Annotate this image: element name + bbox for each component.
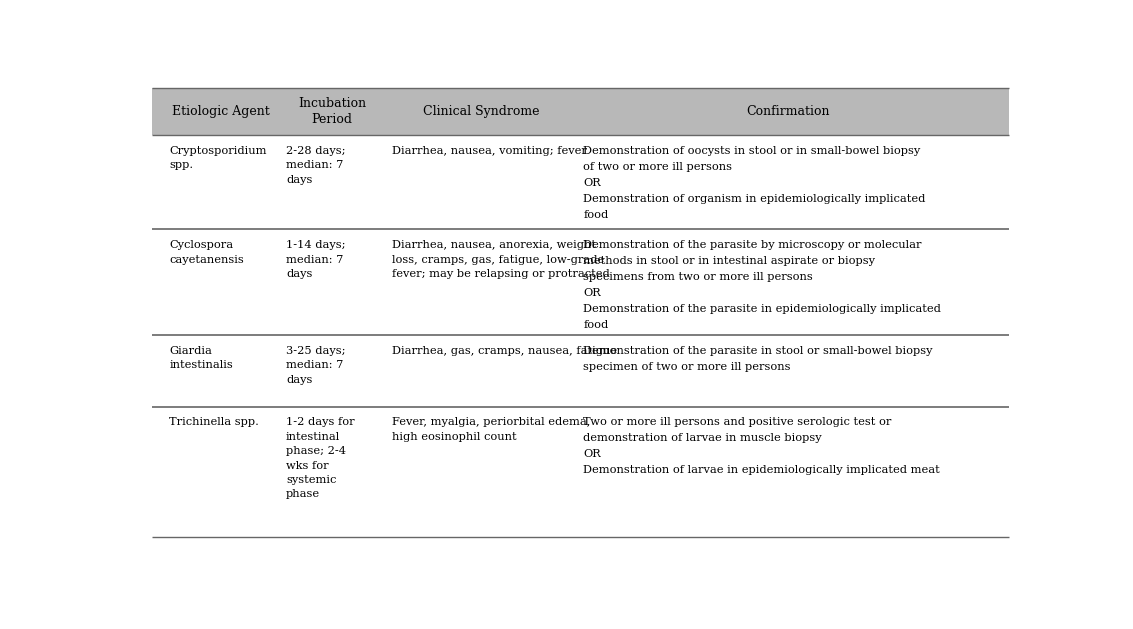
Bar [152, 135, 1010, 230]
Text: Diarrhea, nausea, anorexia, weight
loss, cramps, gas, fatigue, low-grade
fever; : Diarrhea, nausea, anorexia, weight loss,… [392, 240, 610, 279]
Bar [152, 87, 1010, 135]
Text: 1-14 days;
median: 7
days: 1-14 days; median: 7 days [286, 240, 346, 279]
Text: OR: OR [583, 449, 602, 459]
Text: Fever, myalgia, periorbital edema,
high eosinophil count: Fever, myalgia, periorbital edema, high … [392, 418, 590, 442]
Text: specimen of two or more ill persons: specimen of two or more ill persons [583, 362, 791, 372]
Text: OR: OR [583, 177, 602, 187]
Text: Confirmation: Confirmation [746, 105, 829, 118]
Text: 2-28 days;
median: 7
days: 2-28 days; median: 7 days [286, 146, 346, 184]
Text: Incubation
Period: Incubation Period [298, 97, 366, 126]
Text: Two or more ill persons and positive serologic test or: Two or more ill persons and positive ser… [583, 418, 892, 428]
Text: methods in stool or in intestinal aspirate or biopsy: methods in stool or in intestinal aspira… [583, 256, 876, 266]
Text: Diarrhea, gas, cramps, nausea, fatigue: Diarrhea, gas, cramps, nausea, fatigue [392, 346, 617, 356]
Text: Demonstration of the parasite in stool or small-bowel biopsy: Demonstration of the parasite in stool o… [583, 346, 932, 356]
Text: OR: OR [583, 288, 602, 298]
Text: 1-2 days for
intestinal
phase; 2-4
wks for
systemic
phase: 1-2 days for intestinal phase; 2-4 wks f… [286, 418, 355, 499]
Text: Giardia
intestinalis: Giardia intestinalis [170, 346, 233, 370]
Text: Cyclospora
cayetanensis: Cyclospora cayetanensis [170, 240, 245, 265]
Text: Cryptosporidium
spp.: Cryptosporidium spp. [170, 146, 267, 170]
Text: Demonstration of oocysts in stool or in small-bowel biopsy: Demonstration of oocysts in stool or in … [583, 146, 921, 156]
Bar [152, 230, 1010, 335]
Text: Etiologic Agent: Etiologic Agent [172, 105, 270, 118]
Text: Demonstration of the parasite by microscopy or molecular: Demonstration of the parasite by microsc… [583, 240, 922, 250]
Text: Demonstration of organism in epidemiologically implicated: Demonstration of organism in epidemiolog… [583, 194, 926, 204]
Text: Diarrhea, nausea, vomiting; fever: Diarrhea, nausea, vomiting; fever [392, 146, 587, 156]
Text: Demonstration of larvae in epidemiologically implicated meat: Demonstration of larvae in epidemiologic… [583, 465, 940, 476]
Bar [152, 335, 1010, 407]
Text: specimens from two or more ill persons: specimens from two or more ill persons [583, 272, 813, 282]
Text: Clinical Syndrome: Clinical Syndrome [423, 105, 539, 118]
Text: food: food [583, 209, 608, 220]
Text: Demonstration of the parasite in epidemiologically implicated: Demonstration of the parasite in epidemi… [583, 304, 942, 314]
Bar [152, 407, 1010, 537]
Text: of two or more ill persons: of two or more ill persons [583, 162, 732, 172]
Text: 3-25 days;
median: 7
days: 3-25 days; median: 7 days [286, 346, 346, 384]
Text: demonstration of larvae in muscle biopsy: demonstration of larvae in muscle biopsy [583, 433, 823, 443]
Text: Trichinella spp.: Trichinella spp. [170, 418, 259, 428]
Text: food: food [583, 320, 608, 330]
